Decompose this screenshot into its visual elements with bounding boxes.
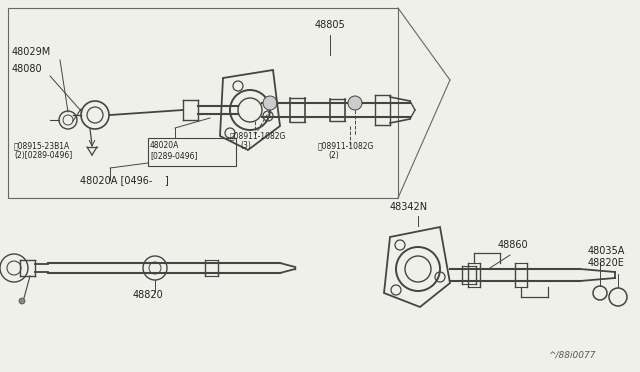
Text: 48035A: 48035A	[588, 246, 625, 256]
Text: (2): (2)	[328, 151, 339, 160]
Text: 48820E: 48820E	[588, 258, 625, 268]
Text: 48860: 48860	[498, 240, 529, 250]
Text: (2)[0289-0496]: (2)[0289-0496]	[14, 151, 72, 160]
Circle shape	[19, 298, 25, 304]
Text: 48020A [0496-    ]: 48020A [0496- ]	[80, 175, 169, 185]
Text: 48805: 48805	[315, 20, 346, 30]
Text: 48080: 48080	[12, 64, 43, 74]
Text: 48029M: 48029M	[12, 47, 51, 57]
Text: ^/88i0077: ^/88i0077	[548, 351, 595, 360]
Bar	[148, 138, 236, 166]
Text: (3): (3)	[240, 141, 251, 150]
Text: ⓝ08911-1082G: ⓝ08911-1082G	[230, 131, 286, 140]
Text: [0289-0496]: [0289-0496]	[150, 151, 198, 160]
Circle shape	[348, 96, 362, 110]
Bar	[8, 8, 398, 198]
Text: ⓥ08915-23B1A: ⓥ08915-23B1A	[14, 141, 70, 150]
Text: ⓝ08911-1082G: ⓝ08911-1082G	[318, 141, 374, 150]
Circle shape	[263, 96, 277, 110]
Text: 48342N: 48342N	[390, 202, 428, 212]
Text: 48820: 48820	[132, 290, 163, 300]
Text: 48020A: 48020A	[150, 141, 179, 150]
